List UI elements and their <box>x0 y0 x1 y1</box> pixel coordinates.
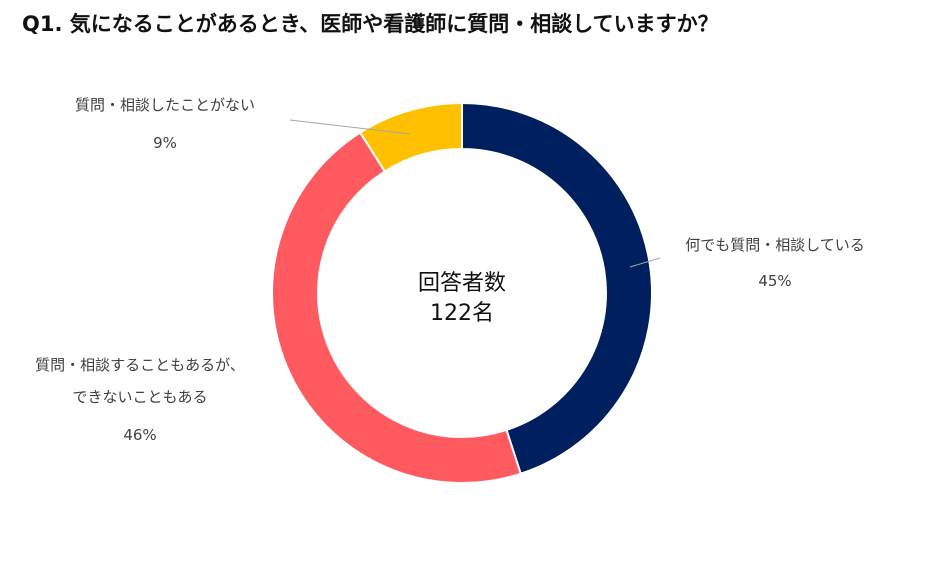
slice-value-3: 9% <box>153 134 177 152</box>
center-label-respondents: 回答者数 <box>418 271 506 296</box>
center-label-count: 122名 <box>430 301 494 326</box>
leader-line-3 <box>289 119 411 135</box>
slice-label-2-line-2: できないこともある <box>72 388 207 406</box>
slice-label-1-line-1: 何でも質問・相談している <box>685 236 865 254</box>
donut-slice-1 <box>461 101 653 475</box>
slice-value-2: 46% <box>123 426 156 444</box>
chart-title: Q1. 気になることがあるとき、医師や看護師に質問・相談していますか？ <box>22 12 719 36</box>
slice-label-3-line-1: 質問・相談したことがない <box>75 96 255 114</box>
leader-line-1 <box>629 257 661 268</box>
donut-slice-3 <box>358 101 463 173</box>
donut-slice-2 <box>271 131 522 484</box>
slice-label-2-line-1: 質問・相談することもあるが、 <box>35 356 245 374</box>
slice-value-1: 45% <box>758 272 791 290</box>
